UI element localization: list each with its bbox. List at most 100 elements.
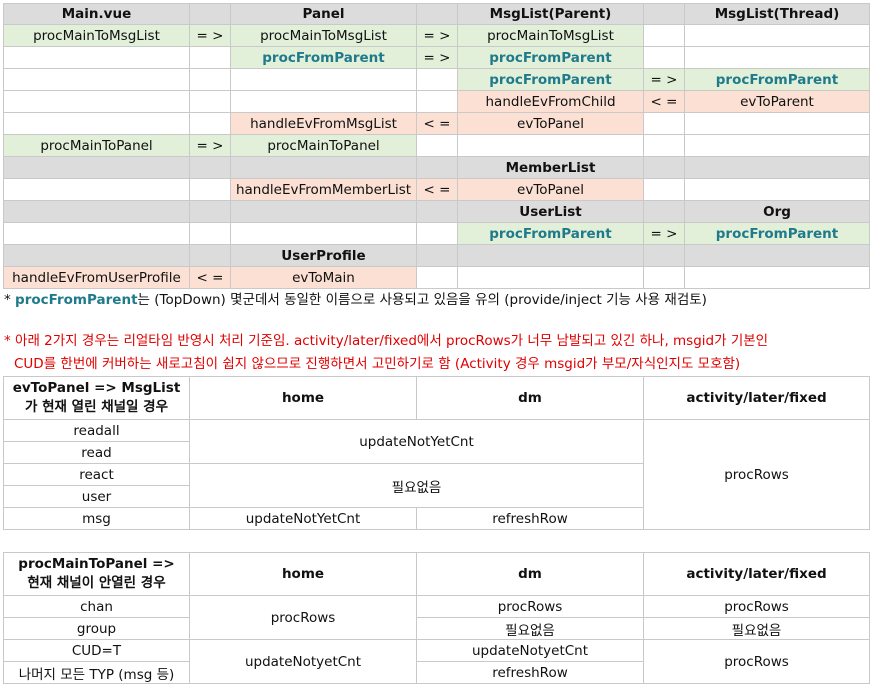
cell	[644, 245, 685, 267]
arrow-cell: = >	[644, 223, 685, 245]
note-prefix: *	[4, 292, 16, 308]
arrow-cell: < =	[190, 267, 231, 289]
table2-row-rest: 나머지 모든 TYP (msg 등)	[3, 662, 190, 684]
cell	[644, 25, 685, 47]
cell	[417, 245, 458, 267]
table2-home-bottom: updateNotyetCnt	[190, 640, 417, 684]
cell	[685, 157, 870, 179]
table2-row-cud: CUD=T	[3, 640, 190, 662]
arrow-cell: < =	[644, 91, 685, 113]
cell	[3, 91, 190, 113]
cell	[190, 47, 231, 69]
cell	[231, 223, 417, 245]
header-empty	[417, 3, 458, 25]
table1-title: evToPanel => MsgList가 현재 열린 채널일 경우	[3, 376, 190, 420]
header-userprofile: UserProfile	[231, 245, 417, 267]
cell	[417, 223, 458, 245]
table2-col-dm: dm	[417, 552, 644, 596]
table1-row-react: react	[3, 464, 190, 486]
table2-act-chan: procRows	[644, 596, 870, 618]
table2-row-chan: chan	[3, 596, 190, 618]
cell	[190, 179, 231, 201]
cell	[3, 113, 190, 135]
cell	[190, 245, 231, 267]
note-realtime-line1: * 아래 2가지 경우는 리얼타임 반영시 처리 기준임. activity/l…	[4, 333, 769, 349]
cell: procMainToMsgList	[231, 25, 417, 47]
header-msglist-parent: MsgList(Parent)	[458, 3, 644, 25]
table2-home-top: procRows	[190, 596, 417, 640]
cell	[417, 201, 458, 223]
table2-title: procMainToPanel => 현재 채널이 안열린 경우	[3, 552, 190, 596]
table2-act-group: 필요없음	[644, 618, 870, 640]
arrow-cell: = >	[417, 47, 458, 69]
table2-col-home: home	[190, 552, 417, 596]
table1-row-user: user	[3, 486, 190, 508]
table2-col-activity: activity/later/fixed	[644, 552, 870, 596]
table1-row-msg: msg	[3, 508, 190, 530]
arrow-cell: = >	[190, 25, 231, 47]
cell	[685, 25, 870, 47]
cell	[190, 223, 231, 245]
cell	[3, 201, 190, 223]
table2-dm-cud: updateNotyetCnt	[417, 640, 644, 662]
cell	[644, 179, 685, 201]
cell	[685, 47, 870, 69]
cell	[644, 135, 685, 157]
cell	[458, 267, 644, 289]
note-realtime-line2: CUD를 한번에 커버하는 새로고침이 쉽지 않으므로 진행하면서 고민하기로 …	[14, 356, 741, 372]
header-empty	[190, 3, 231, 25]
table1-col-home: home	[190, 376, 417, 420]
table1-msg-dm: refreshRow	[417, 508, 644, 530]
cell	[458, 135, 644, 157]
cell: procMainToPanel	[231, 135, 417, 157]
arrow-cell: < =	[417, 113, 458, 135]
cell: procFromParent	[458, 223, 644, 245]
cell	[3, 245, 190, 267]
table2-row-group: group	[3, 618, 190, 640]
cell: handleEvFromChild	[458, 91, 644, 113]
cell	[190, 113, 231, 135]
cell	[3, 179, 190, 201]
cell	[685, 245, 870, 267]
cell	[190, 69, 231, 91]
arrow-cell: = >	[190, 135, 231, 157]
table2-dm-chan: procRows	[417, 596, 644, 618]
table1-row-read: read	[3, 442, 190, 464]
cell	[190, 157, 231, 179]
cell	[644, 113, 685, 135]
header-panel: Panel	[231, 3, 417, 25]
cell	[644, 201, 685, 223]
cell	[3, 223, 190, 245]
cell	[685, 135, 870, 157]
cell	[231, 91, 417, 113]
cell: evToMain	[231, 267, 417, 289]
cell	[231, 157, 417, 179]
cell	[3, 69, 190, 91]
cell	[190, 91, 231, 113]
table1-none-merged: 필요없음	[190, 464, 644, 508]
header-org: Org	[685, 201, 870, 223]
arrow-cell: < =	[417, 179, 458, 201]
cell	[417, 267, 458, 289]
cell	[458, 245, 644, 267]
arrow-cell: = >	[417, 25, 458, 47]
header-memberlist: MemberList	[458, 157, 644, 179]
header-userlist: UserList	[458, 201, 644, 223]
cell: procFromParent	[685, 223, 870, 245]
cell: procMainToPanel	[3, 135, 190, 157]
header-msglist-thread: MsgList(Thread)	[685, 3, 870, 25]
table1-row-readall: readall	[3, 420, 190, 442]
cell: procFromParent	[685, 69, 870, 91]
cell: procFromParent	[458, 47, 644, 69]
cell	[3, 47, 190, 69]
cell: handleEvFromMsgList	[231, 113, 417, 135]
table1-msg-home: updateNotYetCnt	[190, 508, 417, 530]
table1-update-merged: updateNotYetCnt	[190, 420, 644, 464]
cell: handleEvFromMemberList	[231, 179, 417, 201]
cell	[685, 113, 870, 135]
cell: procFromParent	[231, 47, 417, 69]
cell	[644, 47, 685, 69]
cell	[417, 69, 458, 91]
cell	[417, 157, 458, 179]
